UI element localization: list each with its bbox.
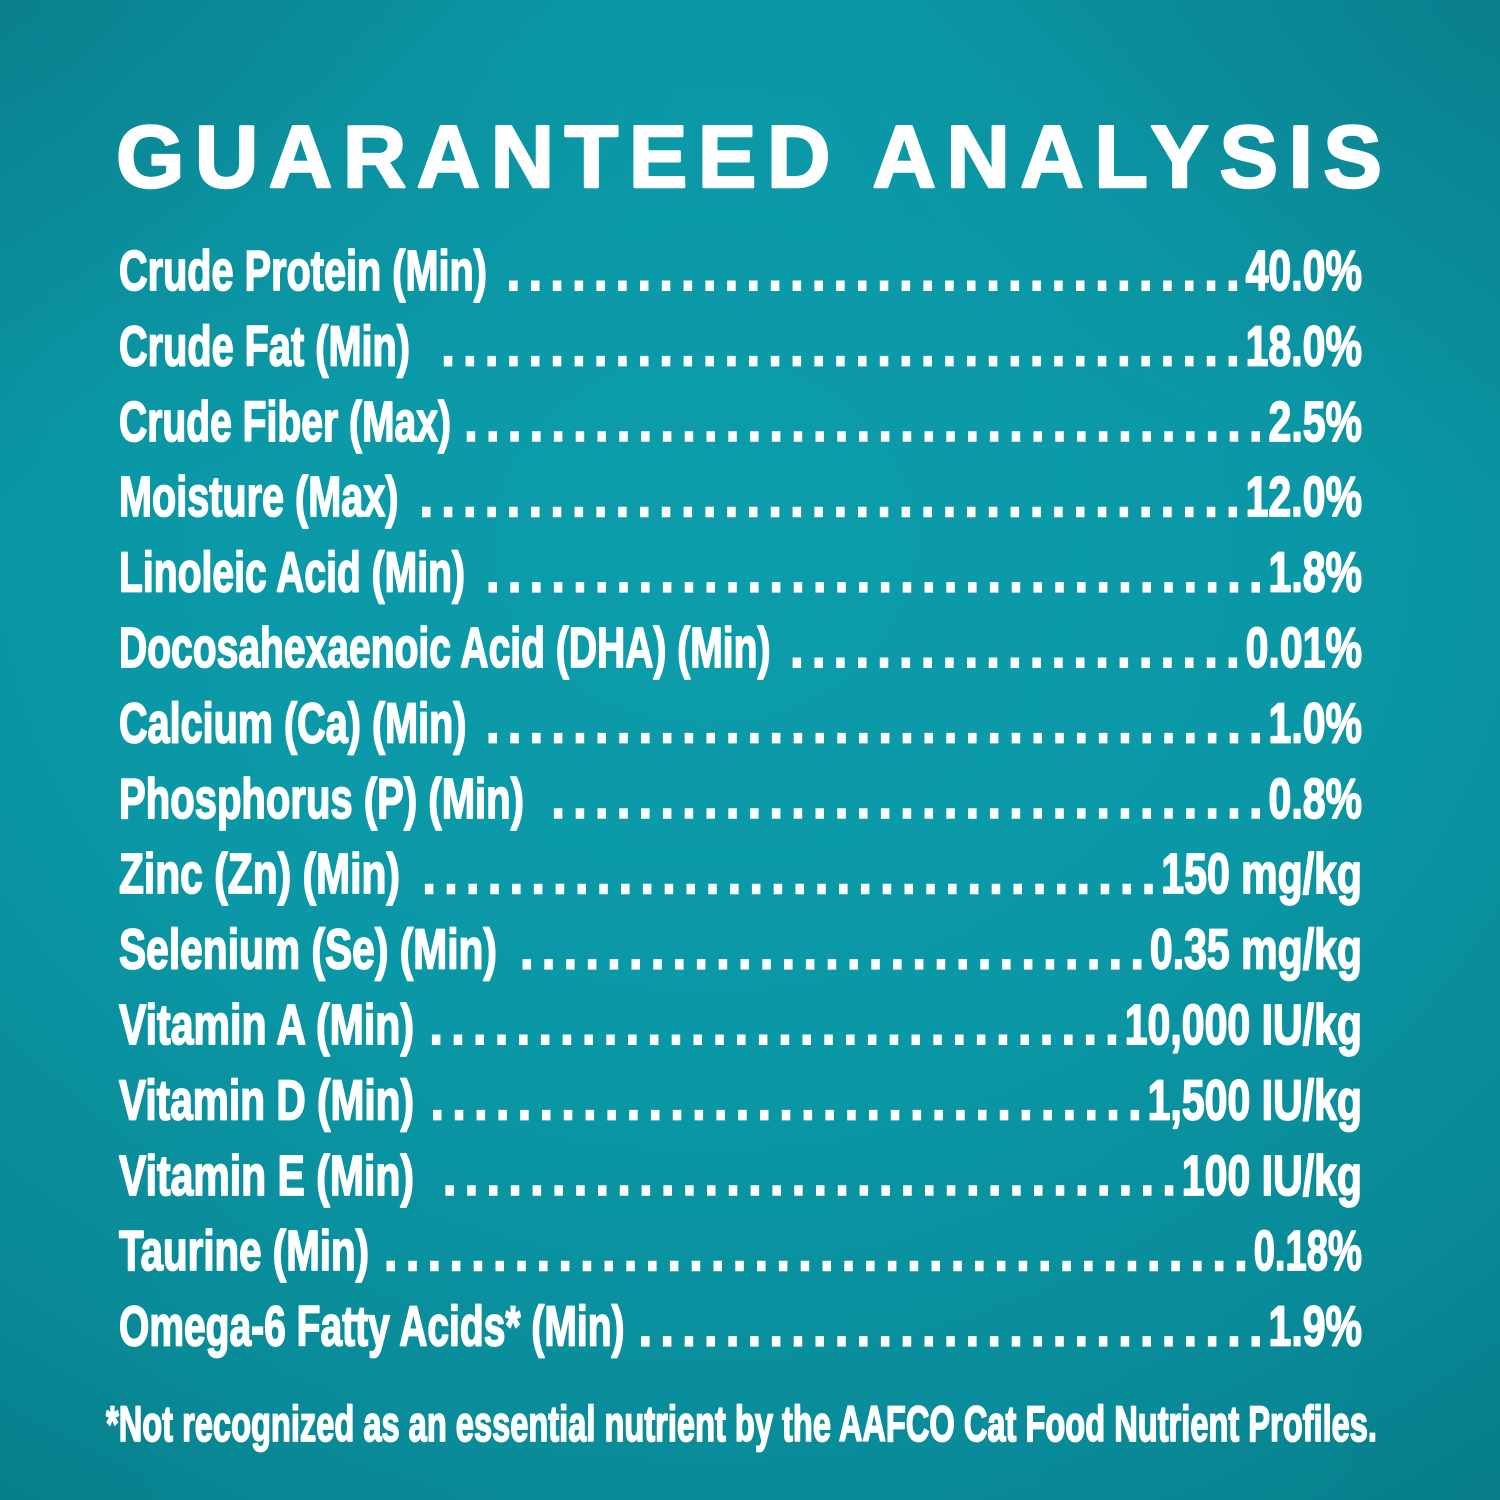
svg-text:Vitamin E (Min): Vitamin E (Min) [119,1144,414,1208]
svg-text:Vitamin A (Min): Vitamin A (Min) [119,993,414,1057]
svg-text:Crude Protein (Min): Crude Protein (Min) [119,239,487,303]
svg-text:0.35 mg/kg: 0.35 mg/kg [1150,918,1362,982]
svg-text:GUARANTEED ANALYSIS: GUARANTEED ANALYSIS [116,107,1382,206]
svg-text:12.0%: 12.0% [1246,465,1362,529]
svg-text:10,000 IU/kg: 10,000 IU/kg [1125,993,1362,1057]
svg-text:Zinc (Zn) (Min): Zinc (Zn) (Min) [119,842,400,906]
svg-text:150 mg/kg: 150 mg/kg [1161,842,1362,906]
svg-text:Phosphorus (P) (Min): Phosphorus (P) (Min) [119,767,524,831]
svg-text:Crude Fat (Min): Crude Fat (Min) [119,314,410,378]
svg-text:1.8%: 1.8% [1269,541,1363,605]
svg-text:0.18%: 0.18% [1254,1219,1362,1283]
svg-text:40.0%: 40.0% [1246,239,1362,303]
svg-text:Moisture (Max): Moisture (Max) [119,465,399,529]
svg-text:Omega-6 Fatty Acids* (Min): Omega-6 Fatty Acids* (Min) [119,1295,625,1359]
svg-text:18.0%: 18.0% [1246,314,1362,378]
svg-text:0.8%: 0.8% [1269,767,1363,831]
svg-text:Linoleic Acid (Min): Linoleic Acid (Min) [119,541,465,605]
svg-text:Crude Fiber (Max): Crude Fiber (Max) [119,390,451,454]
svg-text:1.9%: 1.9% [1269,1295,1363,1359]
svg-text:1,500 IU/kg: 1,500 IU/kg [1148,1068,1362,1132]
svg-text:Calcium (Ca) (Min): Calcium (Ca) (Min) [119,691,467,755]
svg-text:*Not recognized as an essentia: *Not recognized as an essential nutrient… [106,1396,1377,1452]
svg-text:2.5%: 2.5% [1269,390,1363,454]
svg-text:0.01%: 0.01% [1246,616,1362,680]
svg-text:Vitamin D (Min): Vitamin D (Min) [119,1068,414,1132]
svg-text:100 IU/kg: 100 IU/kg [1182,1144,1362,1208]
svg-text:1.0%: 1.0% [1269,691,1363,755]
svg-text:Selenium (Se) (Min): Selenium (Se) (Min) [119,918,497,982]
svg-text:Taurine (Min): Taurine (Min) [119,1219,369,1283]
svg-text:Docosahexaenoic Acid (DHA) (Mi: Docosahexaenoic Acid (DHA) (Min) [119,616,771,680]
